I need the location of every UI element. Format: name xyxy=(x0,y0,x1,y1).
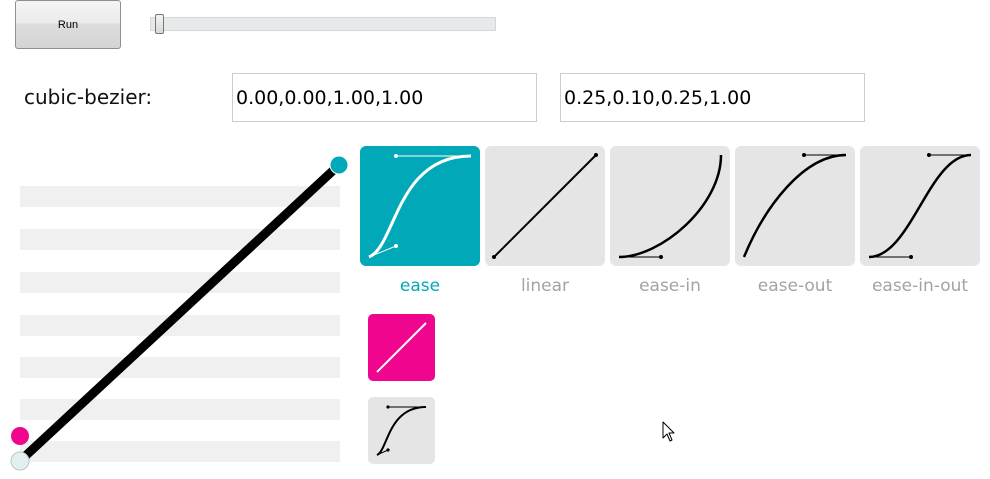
stripe xyxy=(20,315,340,336)
active-curve-swatch[interactable] xyxy=(368,314,435,381)
mouse-pointer-icon xyxy=(662,421,675,442)
run-button[interactable]: Run xyxy=(15,0,121,49)
slider-track[interactable] xyxy=(150,17,496,31)
stripe xyxy=(20,272,340,293)
preset-ease-in-out[interactable] xyxy=(860,146,980,266)
ease-in-curve-icon xyxy=(618,154,723,259)
bezier-input-preset[interactable] xyxy=(560,73,865,122)
preset-label-ease-in[interactable]: ease-in xyxy=(639,276,701,296)
ease-curve-icon xyxy=(368,154,472,259)
stripe xyxy=(20,186,340,207)
ease-in-out-curve-icon xyxy=(868,153,972,259)
end-control-handle[interactable] xyxy=(329,155,349,175)
comparison-curve-swatch[interactable] xyxy=(368,397,435,464)
stripe xyxy=(20,441,340,462)
bezier-input-active[interactable] xyxy=(232,73,537,122)
slider-thumb[interactable] xyxy=(155,14,165,34)
preset-linear[interactable] xyxy=(485,146,605,266)
preset-ease[interactable] xyxy=(360,146,480,266)
preset-label-ease-out[interactable]: ease-out xyxy=(757,276,833,296)
progress-marker[interactable] xyxy=(11,427,29,445)
progress-slider[interactable] xyxy=(150,12,496,36)
preset-label-ease[interactable]: ease xyxy=(399,276,441,296)
stripe xyxy=(20,357,340,378)
curve-editor[interactable] xyxy=(0,140,360,479)
preset-label-ease-in-out[interactable]: ease-in-out xyxy=(871,276,969,296)
linear-curve-icon xyxy=(376,322,427,373)
preset-ease-out[interactable] xyxy=(735,146,855,266)
preset-label-linear[interactable]: linear xyxy=(520,276,570,296)
ease-curve-icon xyxy=(376,405,427,456)
ease-out-curve-icon xyxy=(742,153,847,258)
bezier-curve xyxy=(15,160,344,466)
preview-stripes xyxy=(20,186,340,462)
linear-curve-icon xyxy=(492,153,598,259)
cubic-bezier-label: cubic-bezier: xyxy=(24,85,153,109)
preset-ease-in[interactable] xyxy=(610,146,730,266)
start-control-handle[interactable] xyxy=(10,451,30,471)
stripe xyxy=(20,399,340,420)
